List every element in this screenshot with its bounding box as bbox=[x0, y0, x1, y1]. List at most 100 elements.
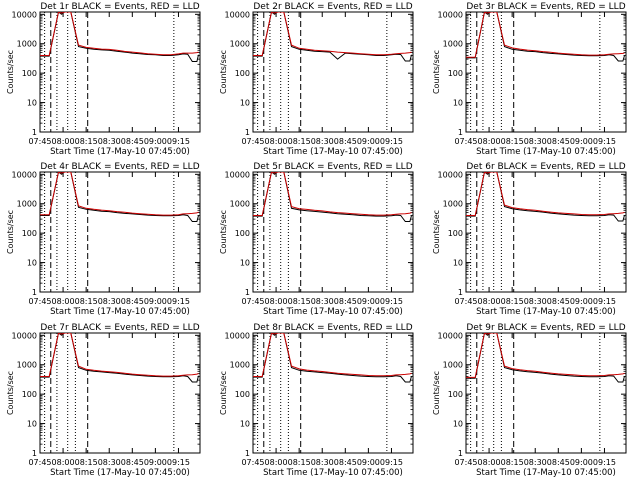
series-line-lld bbox=[466, 12, 625, 58]
y-tick-label: 10 bbox=[240, 259, 250, 268]
chart-panel: 1 10 100 1000 10000 07:45 08:00 08:15 08:30 08:45… bbox=[6, 162, 201, 317]
y-tick-label: 1 bbox=[32, 288, 37, 297]
x-tick-label: 08:15 bbox=[501, 297, 524, 306]
y-axis-label: Counts/sec bbox=[6, 210, 15, 254]
x-tick-label: 09:15 bbox=[167, 458, 190, 467]
y-tick-label: 10 bbox=[240, 99, 250, 108]
y-tick-label: 1 bbox=[32, 449, 37, 458]
x-tick-label: 07:45 bbox=[454, 297, 477, 306]
x-axis-label: Start Time (17-May-10 07:45:00) bbox=[476, 307, 616, 317]
x-tick-label: 08:30 bbox=[311, 297, 334, 306]
series-line-events bbox=[466, 12, 625, 62]
x-tick-label: 09:15 bbox=[167, 297, 190, 306]
x-tick-label: 09:00 bbox=[357, 297, 380, 306]
y-tick-label: 10000 bbox=[438, 170, 463, 179]
y-tick-label: 1000 bbox=[230, 200, 250, 209]
series-line-lld bbox=[40, 12, 199, 56]
y-axis-label: Counts/sec bbox=[432, 210, 441, 254]
x-tick-label: 09:00 bbox=[570, 297, 593, 306]
x-tick-label: 08:45 bbox=[547, 137, 570, 146]
x-tick-label: 08:45 bbox=[334, 297, 357, 306]
x-tick-label: 08:00 bbox=[52, 458, 75, 467]
chart-panel: 1 10 100 1000 10000 07:45 08:00 08:15 08:30 08:45… bbox=[219, 2, 414, 157]
series-line-events bbox=[40, 12, 199, 62]
x-tick-label: 08:00 bbox=[265, 458, 288, 467]
chart-panel: 1 10 100 1000 10000 07:45 08:00 08:15 08:30 08:45… bbox=[219, 323, 414, 478]
x-tick-label: 08:30 bbox=[98, 458, 121, 467]
x-tick-label: 09:15 bbox=[593, 137, 616, 146]
plot-frame bbox=[39, 11, 201, 133]
x-tick-label: 08:45 bbox=[334, 137, 357, 146]
y-tick-label: 1 bbox=[245, 449, 250, 458]
x-axis-label: Start Time (17-May-10 07:45:00) bbox=[263, 147, 403, 157]
x-axis-label: Start Time (17-May-10 07:45:00) bbox=[50, 307, 190, 317]
series-line-events bbox=[40, 333, 199, 383]
y-tick-label: 10000 bbox=[12, 331, 37, 340]
series-line-events bbox=[253, 333, 412, 383]
series-line-lld bbox=[253, 172, 412, 216]
series-line-lld bbox=[40, 172, 199, 216]
y-tick-label: 10000 bbox=[12, 10, 37, 19]
y-tick-label: 1000 bbox=[443, 200, 463, 209]
panel-title: Det 6r BLACK = Events, RED = LLD bbox=[466, 162, 625, 172]
y-tick-label: 1000 bbox=[17, 200, 37, 209]
plot-frame bbox=[252, 332, 414, 454]
chart-panel: 1 10 100 1000 10000 07:45 08:00 08:15 08:30 08:45… bbox=[6, 2, 201, 157]
x-tick-label: 07:45 bbox=[241, 137, 264, 146]
y-tick-label: 1 bbox=[458, 288, 463, 297]
y-tick-label: 10000 bbox=[438, 10, 463, 19]
x-axis-label: Start Time (17-May-10 07:45:00) bbox=[476, 468, 616, 478]
panel-title: Det 2r BLACK = Events, RED = LLD bbox=[253, 2, 412, 12]
y-tick-label: 10000 bbox=[225, 331, 250, 340]
series-line-events bbox=[40, 172, 199, 222]
chart-panel: 1 10 100 1000 10000 07:45 08:00 08:15 08:30 08:45… bbox=[6, 323, 201, 478]
x-tick-label: 08:30 bbox=[311, 458, 334, 467]
x-tick-label: 08:45 bbox=[547, 297, 570, 306]
x-tick-label: 08:15 bbox=[75, 137, 98, 146]
x-tick-label: 08:00 bbox=[478, 137, 501, 146]
y-axis-label: Counts/sec bbox=[6, 50, 15, 94]
chart-panel: 1 10 100 1000 10000 07:45 08:00 08:15 08:30 08:45… bbox=[432, 2, 627, 157]
series-line-lld bbox=[466, 172, 625, 216]
x-tick-label: 08:15 bbox=[288, 297, 311, 306]
x-tick-label: 08:45 bbox=[121, 458, 144, 467]
x-axis-label: Start Time (17-May-10 07:45:00) bbox=[50, 468, 190, 478]
series-line-events bbox=[253, 12, 412, 62]
x-tick-label: 09:00 bbox=[570, 137, 593, 146]
panel-title: Det 8r BLACK = Events, RED = LLD bbox=[253, 323, 412, 333]
plot-frame bbox=[465, 171, 627, 293]
x-axis-label: Start Time (17-May-10 07:45:00) bbox=[476, 147, 616, 157]
y-tick-label: 100 bbox=[235, 69, 250, 78]
plot-frame bbox=[465, 332, 627, 454]
y-tick-label: 10000 bbox=[12, 170, 37, 179]
series-line-lld bbox=[253, 333, 412, 377]
y-tick-label: 10 bbox=[27, 420, 37, 429]
y-tick-label: 100 bbox=[448, 69, 463, 78]
y-tick-label: 100 bbox=[448, 229, 463, 238]
series-line-lld bbox=[253, 12, 412, 56]
y-axis-label: Counts/sec bbox=[432, 50, 441, 94]
x-tick-label: 08:30 bbox=[98, 297, 121, 306]
y-tick-label: 100 bbox=[22, 229, 37, 238]
y-tick-label: 10 bbox=[27, 259, 37, 268]
y-tick-label: 10000 bbox=[438, 331, 463, 340]
x-tick-label: 07:45 bbox=[28, 297, 51, 306]
plot-frame bbox=[252, 11, 414, 133]
y-tick-label: 1 bbox=[245, 128, 250, 137]
x-tick-label: 09:15 bbox=[167, 137, 190, 146]
plot-frame bbox=[465, 11, 627, 133]
x-tick-label: 07:45 bbox=[454, 458, 477, 467]
y-tick-label: 100 bbox=[235, 229, 250, 238]
y-tick-label: 1000 bbox=[230, 40, 250, 49]
x-tick-label: 09:00 bbox=[357, 137, 380, 146]
panel-title: Det 1r BLACK = Events, RED = LLD bbox=[40, 2, 199, 12]
x-tick-label: 08:00 bbox=[478, 297, 501, 306]
plot-frame bbox=[252, 171, 414, 293]
plot-frame bbox=[39, 332, 201, 454]
y-tick-label: 10000 bbox=[225, 10, 250, 19]
chart-panel: 1 10 100 1000 10000 07:45 08:00 08:15 08:30 08:45… bbox=[432, 162, 627, 317]
panel-title: Det 7r BLACK = Events, RED = LLD bbox=[40, 323, 199, 333]
chart-panel: 1 10 100 1000 10000 07:45 08:00 08:15 08:30 08:45… bbox=[432, 323, 627, 478]
y-tick-label: 1000 bbox=[443, 40, 463, 49]
